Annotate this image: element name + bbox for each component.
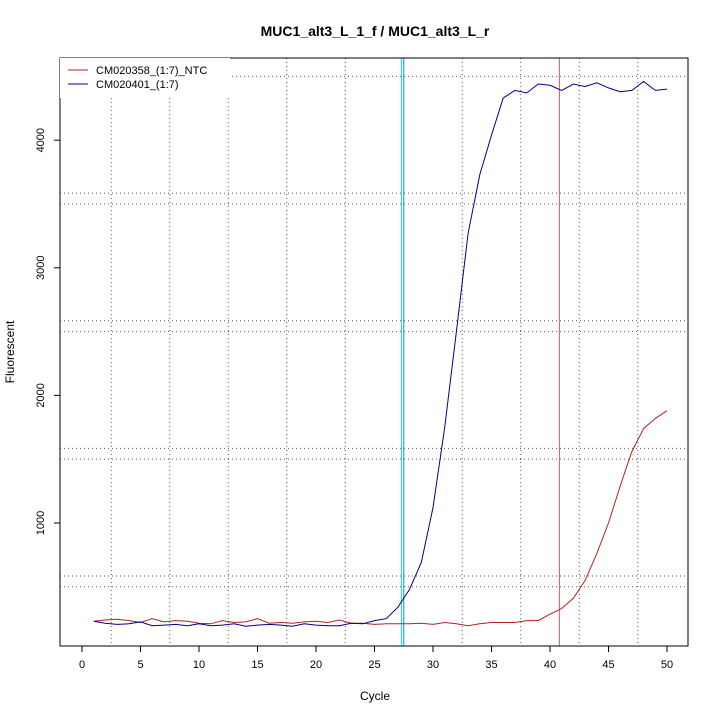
legend: CM020358_(1:7)_NTC CM020401_(1:7) xyxy=(60,58,230,98)
x-tick-label: 20 xyxy=(310,659,322,671)
x-tick-label: 50 xyxy=(661,659,673,671)
x-tick-label: 35 xyxy=(485,659,497,671)
chart-title: MUC1_alt3_L_1_f / MUC1_alt3_L_r xyxy=(261,23,490,39)
y-tick-label: 4000 xyxy=(35,128,47,152)
x-tick-label: 5 xyxy=(137,659,143,671)
x-tick-label: 15 xyxy=(251,659,263,671)
x-tick-label: 0 xyxy=(79,659,85,671)
y-tick-label: 3000 xyxy=(35,256,47,280)
y-axis-label: Fluorescent xyxy=(3,320,17,383)
x-tick-label: 40 xyxy=(544,659,556,671)
axes-layer: 0 5 10 15 20 25 30 35 40 45 50 1000 2000 3000 4000 xyxy=(35,57,689,671)
legend-label-1: CM020401_(1:7) xyxy=(96,79,179,91)
y-tick-label: 1000 xyxy=(35,511,47,535)
marker-lines-layer xyxy=(400,58,560,646)
x-tick-label: 30 xyxy=(427,659,439,671)
legend-label-0: CM020358_(1:7)_NTC xyxy=(96,65,207,77)
x-tick-label: 10 xyxy=(193,659,205,671)
series-line-0 xyxy=(93,410,668,627)
series-line-1 xyxy=(93,80,668,627)
series-layer xyxy=(93,80,668,627)
x-tick-label: 45 xyxy=(602,659,614,671)
legend-box xyxy=(60,58,230,98)
x-axis-label: Cycle xyxy=(360,689,390,703)
y-tick-label: 2000 xyxy=(35,383,47,407)
x-tick-label: 25 xyxy=(368,659,380,671)
